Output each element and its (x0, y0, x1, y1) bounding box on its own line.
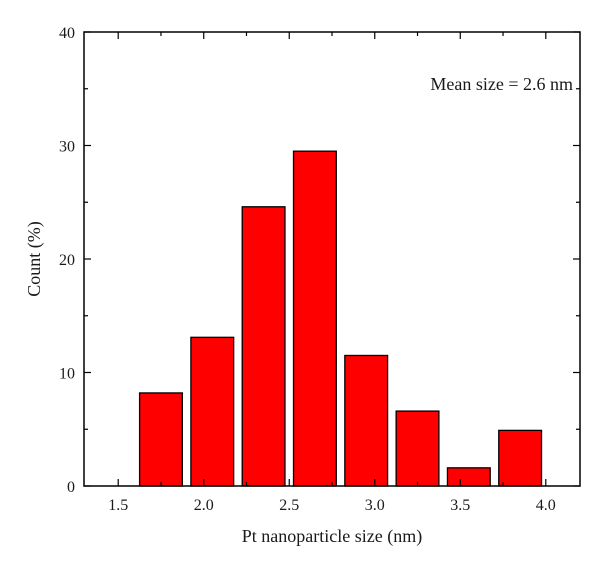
x-tick-label-5: 3.5 (450, 497, 470, 514)
x-tick-label-3: 2.5 (279, 497, 299, 514)
mean-size-annotation: Mean size = 2.6 nm (430, 74, 573, 94)
ticks-group: 1.5 2.0 2.5 3.0 3.5 4.0 0 10 20 30 40 (59, 25, 580, 514)
bar-5 (344, 354, 389, 487)
y-tick-label-3: 20 (59, 252, 75, 269)
bars-group (138, 150, 543, 487)
y-axis-title: Count (%) (24, 221, 45, 297)
bar-1 (138, 392, 183, 487)
y-tick-label-5: 40 (59, 25, 75, 42)
y-tick-label-2: 10 (59, 366, 75, 383)
bar-6 (395, 410, 440, 487)
bar-4 (292, 150, 337, 487)
bar-2 (190, 336, 235, 487)
bar-3 (241, 206, 286, 487)
x-tick-label-2: 2.0 (194, 497, 214, 514)
y-tick-label-1: 0 (67, 479, 75, 496)
x-tick-label-1: 1.5 (108, 497, 128, 514)
x-axis-title: Pt nanoparticle size (nm) (242, 526, 422, 547)
bar-7 (446, 467, 491, 487)
y-tick-label-4: 30 (59, 139, 75, 156)
bar-8 (498, 429, 543, 487)
x-tick-label-6: 4.0 (536, 497, 556, 514)
x-tick-label-4: 3.0 (365, 497, 385, 514)
